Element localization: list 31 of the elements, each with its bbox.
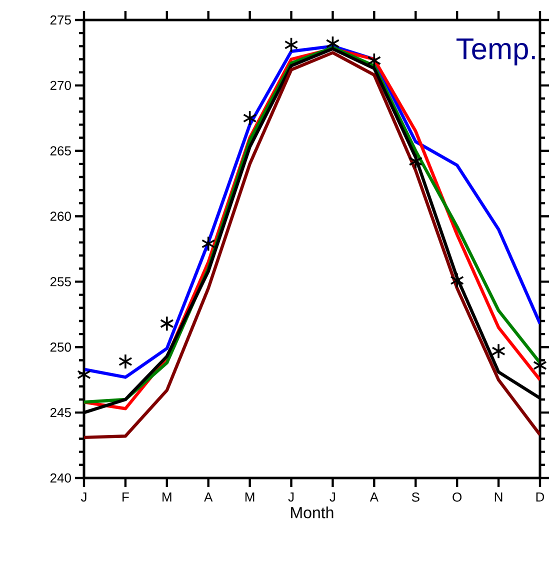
x-tick-label: A: [204, 492, 213, 502]
x-tick-label: N: [494, 492, 502, 502]
x-tick-label: J: [288, 492, 294, 502]
x-axis-title: Month: [291, 506, 334, 518]
y-tick-label: 270: [50, 80, 71, 90]
x-tick-label: O: [452, 492, 462, 502]
y-tick-label: 240: [50, 473, 71, 483]
x-tick-label: S: [412, 492, 420, 502]
y-tick-label: 275: [50, 15, 71, 25]
point: [242, 110, 257, 126]
point: [492, 343, 506, 359]
x-tick-label: M: [162, 492, 172, 502]
x-tick-label: F: [122, 492, 129, 502]
y-tick-label: 245: [50, 408, 71, 418]
x-tick-label: J: [80, 492, 86, 502]
point: [201, 236, 216, 252]
annotation: Temp.: [456, 38, 535, 66]
point: [450, 272, 464, 288]
x-tick-label: D: [536, 492, 544, 502]
y-tick-label: 260: [50, 212, 71, 221]
x-tick-label: M: [245, 492, 254, 502]
point: [284, 36, 298, 53]
point: [367, 52, 382, 68]
x-tick-label: J: [330, 492, 336, 502]
point: [408, 153, 423, 170]
x-tick-label: A: [370, 492, 378, 502]
y-tick-label: 255: [50, 277, 71, 286]
y-tick-label: 265: [50, 146, 71, 156]
point: [118, 354, 132, 370]
y-tick-label: 250: [50, 342, 71, 352]
point: [160, 316, 174, 332]
